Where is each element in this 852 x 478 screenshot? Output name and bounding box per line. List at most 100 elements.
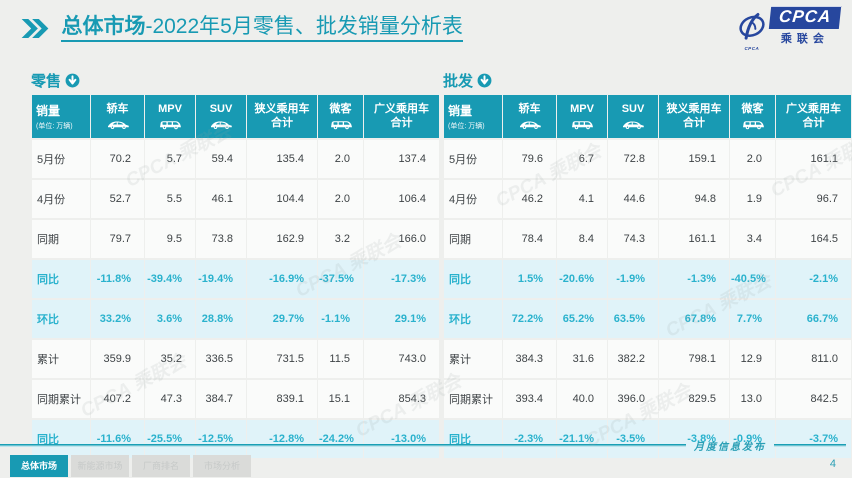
col-header-minibus: 微客 bbox=[730, 95, 775, 138]
cell-value: 66.7% bbox=[776, 300, 851, 338]
cell-value: 72.8 bbox=[608, 140, 658, 178]
col-header-mpv: MPV bbox=[557, 95, 607, 138]
col-header-mpv: MPV bbox=[145, 95, 195, 138]
cell-value: 161.1 bbox=[776, 140, 851, 178]
wholesale-section: 批发 销量 (单位: 万辆) 轿车 MPV bbox=[443, 71, 851, 460]
cell-value: -0.9% bbox=[730, 420, 775, 458]
retail-table: 销量 (单位: 万辆) 轿车 MPV SUV 狭义乘用车 合计 微客 bbox=[31, 93, 440, 460]
section-label-retail: 零售 bbox=[31, 73, 62, 90]
col-header-sales: 销量 (单位: 万辆) bbox=[444, 95, 502, 138]
tab-nev-market[interactable]: 新能源市场 bbox=[71, 455, 129, 477]
cell-value: -12.5% bbox=[196, 420, 246, 458]
cell-value: 359.9 bbox=[91, 340, 144, 378]
tab-oem-ranking[interactable]: 厂商排名 bbox=[132, 455, 190, 477]
col-header-minibus: 微客 bbox=[318, 95, 363, 138]
cell-value: 393.4 bbox=[503, 380, 556, 418]
cell-value: 811.0 bbox=[776, 340, 851, 378]
row-label: 同期累计 bbox=[32, 380, 90, 418]
sedan-icon bbox=[107, 121, 129, 129]
minibus-icon bbox=[742, 120, 764, 129]
cell-value: 382.2 bbox=[608, 340, 658, 378]
row-label: 5月份 bbox=[444, 140, 502, 178]
table-row: 环比 33.2% 3.6% 28.8% 29.7% -1.1% 29.1% bbox=[32, 300, 439, 338]
row-label: 4月份 bbox=[32, 180, 90, 218]
cell-value: 5.7 bbox=[145, 140, 195, 178]
cell-value: 1.9 bbox=[730, 180, 775, 218]
header-row: 销量 (单位: 万辆) 轿车 MPV SUV 狭义乘用车 合计 微客 bbox=[32, 95, 439, 138]
cell-value: 46.2 bbox=[503, 180, 556, 218]
cell-value: 72.2% bbox=[503, 300, 556, 338]
cell-value: 67.8% bbox=[659, 300, 729, 338]
cell-value: -2.3% bbox=[503, 420, 556, 458]
cell-value: 29.7% bbox=[247, 300, 317, 338]
col-header-suv: SUV bbox=[196, 95, 246, 138]
cell-value: -12.8% bbox=[247, 420, 317, 458]
cell-value: 78.4 bbox=[503, 220, 556, 258]
row-label: 同期 bbox=[444, 220, 502, 258]
cell-value: 44.6 bbox=[608, 180, 658, 218]
footer-rule-left bbox=[0, 444, 686, 447]
cell-value: 79.7 bbox=[91, 220, 144, 258]
cell-value: -19.4% bbox=[196, 260, 246, 298]
cell-value: 73.8 bbox=[196, 220, 246, 258]
cell-value: 384.3 bbox=[503, 340, 556, 378]
cell-value: 13.0 bbox=[730, 380, 775, 418]
cell-value: -1.9% bbox=[608, 260, 658, 298]
cell-value: 854.3 bbox=[364, 380, 439, 418]
cell-value: 70.2 bbox=[91, 140, 144, 178]
cell-value: 8.4 bbox=[557, 220, 607, 258]
cell-value: 162.9 bbox=[247, 220, 317, 258]
retail-section: 零售 销量 (单位: 万辆) 轿车 MPV bbox=[31, 71, 439, 460]
row-label: 4月份 bbox=[444, 180, 502, 218]
cell-value: 59.4 bbox=[196, 140, 246, 178]
cell-value: -37.5% bbox=[318, 260, 363, 298]
cell-value: 842.5 bbox=[776, 380, 851, 418]
cell-value: 104.4 bbox=[247, 180, 317, 218]
cell-value: 2.0 bbox=[318, 180, 363, 218]
row-label: 同比 bbox=[32, 260, 90, 298]
cell-value: 74.3 bbox=[608, 220, 658, 258]
tab-overall-market[interactable]: 总体市场 bbox=[10, 455, 68, 477]
cell-value: -24.2% bbox=[318, 420, 363, 458]
sedan-icon bbox=[519, 121, 541, 129]
cell-value: 161.1 bbox=[659, 220, 729, 258]
cell-value: 47.3 bbox=[145, 380, 195, 418]
page-title-rest: -2022年5月零售、批发销量分析表 bbox=[145, 15, 463, 38]
release-label: 月度信息发布 bbox=[694, 442, 766, 453]
cell-value: 63.5% bbox=[608, 300, 658, 338]
cell-value: 743.0 bbox=[364, 340, 439, 378]
cell-value: 35.2 bbox=[145, 340, 195, 378]
cell-value: 336.5 bbox=[196, 340, 246, 378]
cell-value: -3.8% bbox=[659, 420, 729, 458]
row-label: 5月份 bbox=[32, 140, 90, 178]
cell-value: 11.5 bbox=[318, 340, 363, 378]
cell-value: 65.2% bbox=[557, 300, 607, 338]
logo-acronym: CPCA bbox=[768, 6, 842, 30]
tables-area: CPCA 乘联会CPCA 乘联会CPCA 乘联会CPCA 乘联会CPCA 乘联会… bbox=[20, 71, 852, 460]
double-chevron-icon bbox=[21, 19, 49, 39]
cell-value: -25.5% bbox=[145, 420, 195, 458]
row-label: 环比 bbox=[444, 300, 502, 338]
table-row: 5月份 79.6 6.7 72.8 159.1 2.0 161.1 bbox=[444, 140, 851, 178]
table-row: 5月份 70.2 5.7 59.4 135.4 2.0 137.4 bbox=[32, 140, 439, 178]
suv-icon bbox=[623, 121, 644, 129]
col-header-narrow-pv-total: 狭义乘用车 合计 bbox=[247, 95, 317, 138]
col-header-broad-pv-total: 广义乘用车 合计 bbox=[776, 95, 851, 138]
cell-value: 96.7 bbox=[776, 180, 851, 218]
table-row: 同期累计 407.2 47.3 384.7 839.1 15.1 854.3 bbox=[32, 380, 439, 418]
mpv-icon bbox=[572, 120, 593, 129]
cell-value: -20.6% bbox=[557, 260, 607, 298]
header-row: 销量 (单位: 万辆) 轿车 MPV SUV 狭义乘用车 合计 微客 bbox=[444, 95, 851, 138]
cell-value: 29.1% bbox=[364, 300, 439, 338]
cell-value: 46.1 bbox=[196, 180, 246, 218]
cell-value: -21.1% bbox=[557, 420, 607, 458]
cell-value: 52.7 bbox=[91, 180, 144, 218]
cell-value: 15.1 bbox=[318, 380, 363, 418]
cell-value: 407.2 bbox=[91, 380, 144, 418]
suv-icon bbox=[211, 121, 232, 129]
cell-value: -11.6% bbox=[91, 420, 144, 458]
table-row: 同期累计 393.4 40.0 396.0 829.5 13.0 842.5 bbox=[444, 380, 851, 418]
tab-market-analysis[interactable]: 市场分析 bbox=[193, 455, 251, 477]
row-label: 同比 bbox=[32, 420, 90, 458]
